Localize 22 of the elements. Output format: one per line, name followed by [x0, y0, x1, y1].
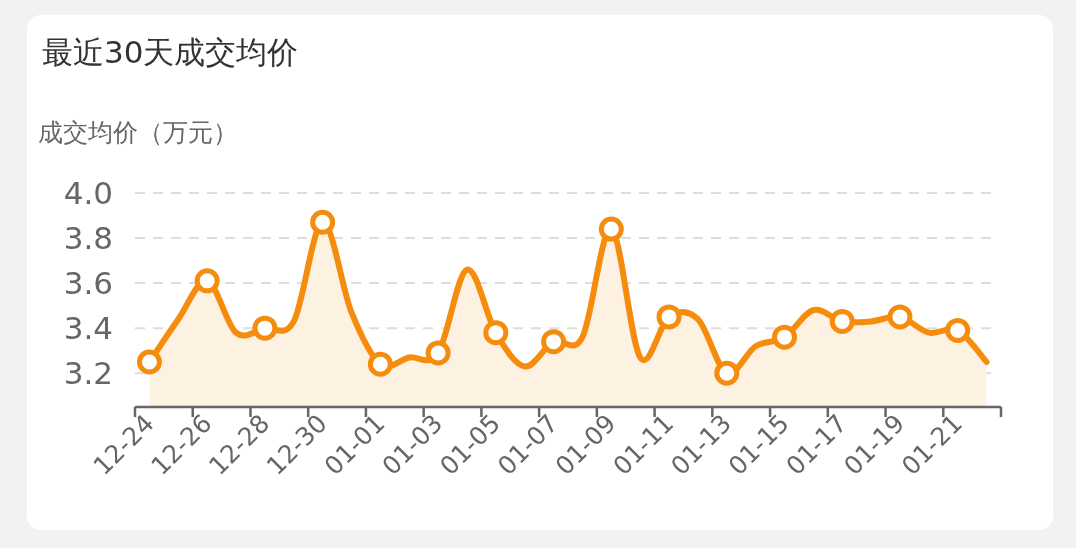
point: [310, 209, 336, 235]
point: [136, 349, 162, 375]
point: [194, 268, 220, 294]
point: [598, 216, 624, 242]
point: [483, 320, 509, 346]
point: [541, 329, 567, 355]
y-tick-label: 3.4: [63, 310, 113, 347]
point: [945, 317, 971, 343]
point: [425, 340, 451, 366]
chart-title: 最近30天成交均价: [42, 34, 299, 70]
point: [656, 304, 682, 330]
point: [714, 360, 740, 386]
point: [887, 304, 913, 330]
y-tick-label: 3.2: [63, 355, 113, 392]
y-tick-label: 3.6: [63, 265, 113, 302]
y-tick-label: 4.0: [63, 175, 113, 211]
y-axis-title: 成交均价（万元）: [38, 118, 238, 147]
point: [829, 308, 855, 334]
point: [252, 315, 278, 341]
y-tick-label: 3.8: [63, 220, 113, 257]
point: [772, 324, 797, 350]
point: [367, 351, 393, 377]
